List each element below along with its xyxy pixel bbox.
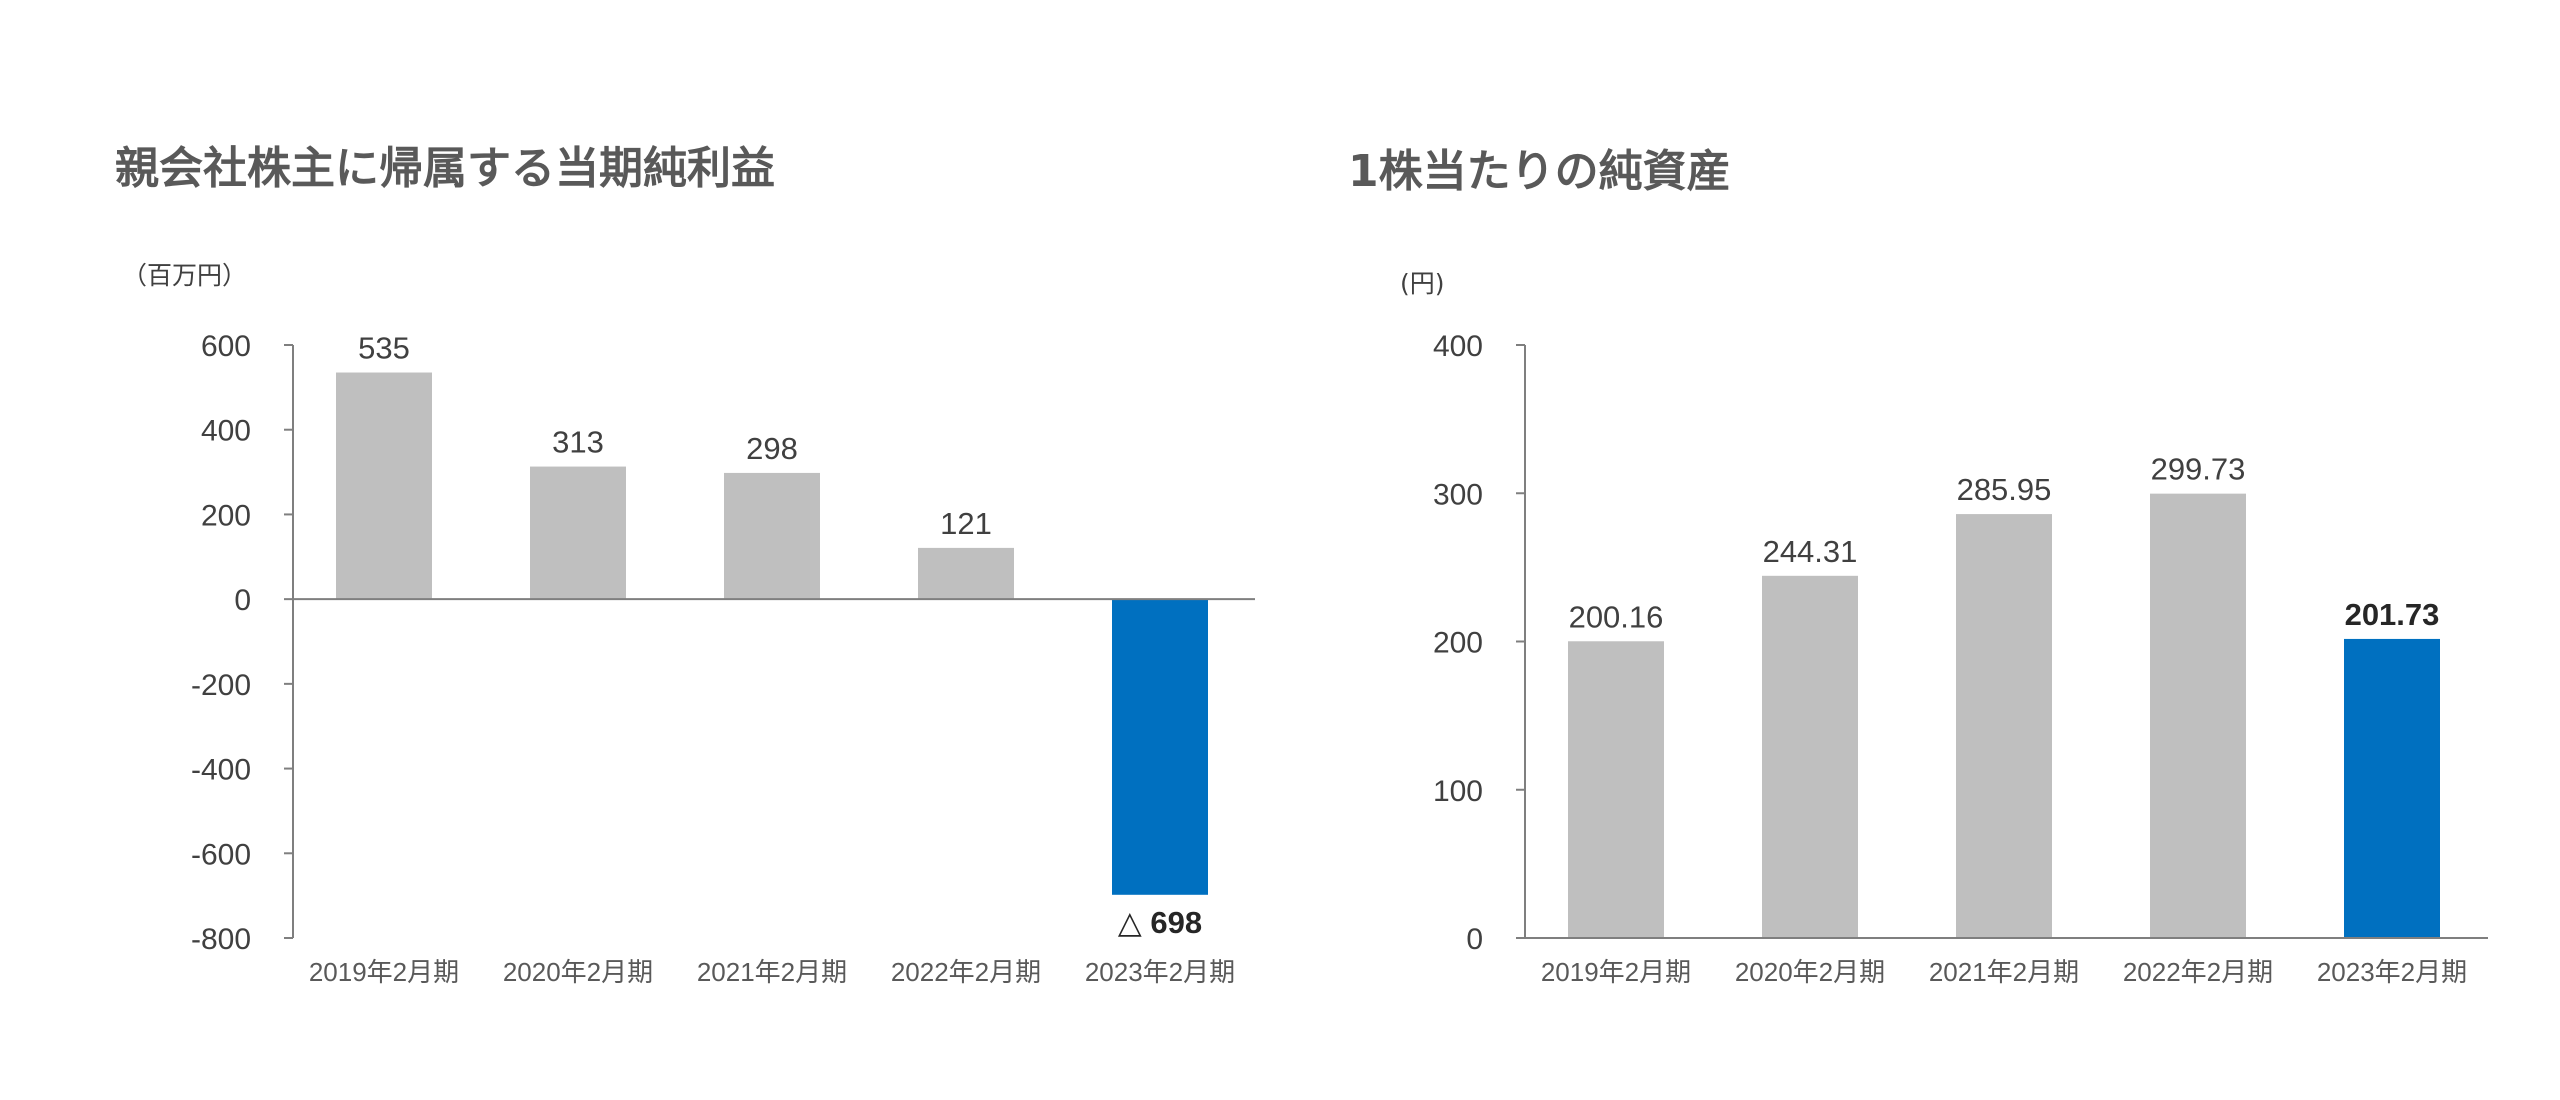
x-category-label: 2019年2月期 <box>309 957 459 987</box>
book-value-bar-chart: 400 300 200 100 0 200.16 2019年2月期 244.31 2020年2月… <box>1433 330 2488 987</box>
y-tick-label: 0 <box>234 584 251 617</box>
data-label: 313 <box>552 425 604 460</box>
data-label: 298 <box>746 431 798 466</box>
book-value-unit-label: (円) <box>1400 269 1445 298</box>
data-label: △ 698 <box>1118 905 1202 940</box>
bar <box>2344 638 2440 938</box>
data-label: 201.73 <box>2345 597 2440 632</box>
bar <box>2150 493 2246 938</box>
y-tick-label: 400 <box>1433 330 1483 363</box>
data-label: 121 <box>940 506 992 541</box>
bar <box>724 472 820 600</box>
net-income-unit-label: （百万円） <box>122 261 248 290</box>
x-category-label: 2023年2月期 <box>1085 957 1235 987</box>
y-tick-label: 200 <box>1433 627 1483 660</box>
y-tick-label: 400 <box>201 415 251 448</box>
book-value-chart-title: 1株当たりの純資産 <box>1348 146 1731 197</box>
bar <box>918 547 1014 600</box>
bar <box>1956 514 2052 938</box>
y-tick-label: -200 <box>191 669 251 702</box>
y-tick-label: 200 <box>201 499 251 532</box>
bar <box>530 466 626 600</box>
net-income-chart-panel: 親会社株主に帰属する当期純利益 （百万円） 600 400 200 0 -200 -400… <box>115 143 1255 987</box>
x-category-label: 2021年2月期 <box>697 957 847 987</box>
y-tick-label: 100 <box>1433 775 1483 808</box>
y-tick-label: 300 <box>1433 478 1483 511</box>
x-category-label: 2020年2月期 <box>1735 957 1885 987</box>
book-value-per-share-chart-panel: 1株当たりの純資産 (円) 400 300 200 100 0 200.16 2019年2月… <box>1280 0 2560 1100</box>
y-tick-label: 600 <box>201 330 251 363</box>
x-category-label: 2023年2月期 <box>2317 957 2467 987</box>
y-tick-label: -600 <box>191 838 251 871</box>
data-label: 200.16 <box>1569 599 1664 634</box>
data-label: 299.73 <box>2151 452 2246 487</box>
data-label: 535 <box>358 331 410 366</box>
bar <box>1112 599 1208 895</box>
y-tick-label: -400 <box>191 754 251 787</box>
net-income-bar-chart: 600 400 200 0 -200 -400 -600 -800 535 2019年2月期 313… <box>191 330 1255 987</box>
x-category-label: 2020年2月期 <box>503 957 653 987</box>
x-category-label: 2022年2月期 <box>891 957 1041 987</box>
bar <box>1568 641 1664 938</box>
x-category-label: 2022年2月期 <box>2123 957 2273 987</box>
net-income-chart-title: 親会社株主に帰属する当期純利益 <box>115 143 775 194</box>
bar <box>1762 575 1858 938</box>
x-category-label: 2021年2月期 <box>1929 957 2079 987</box>
bar <box>336 372 432 600</box>
data-label: 285.95 <box>1957 472 2052 507</box>
data-label: 244.31 <box>1763 534 1858 569</box>
x-category-label: 2019年2月期 <box>1541 957 1691 987</box>
y-tick-label: 0 <box>1466 923 1483 956</box>
y-tick-label: -800 <box>191 923 251 956</box>
